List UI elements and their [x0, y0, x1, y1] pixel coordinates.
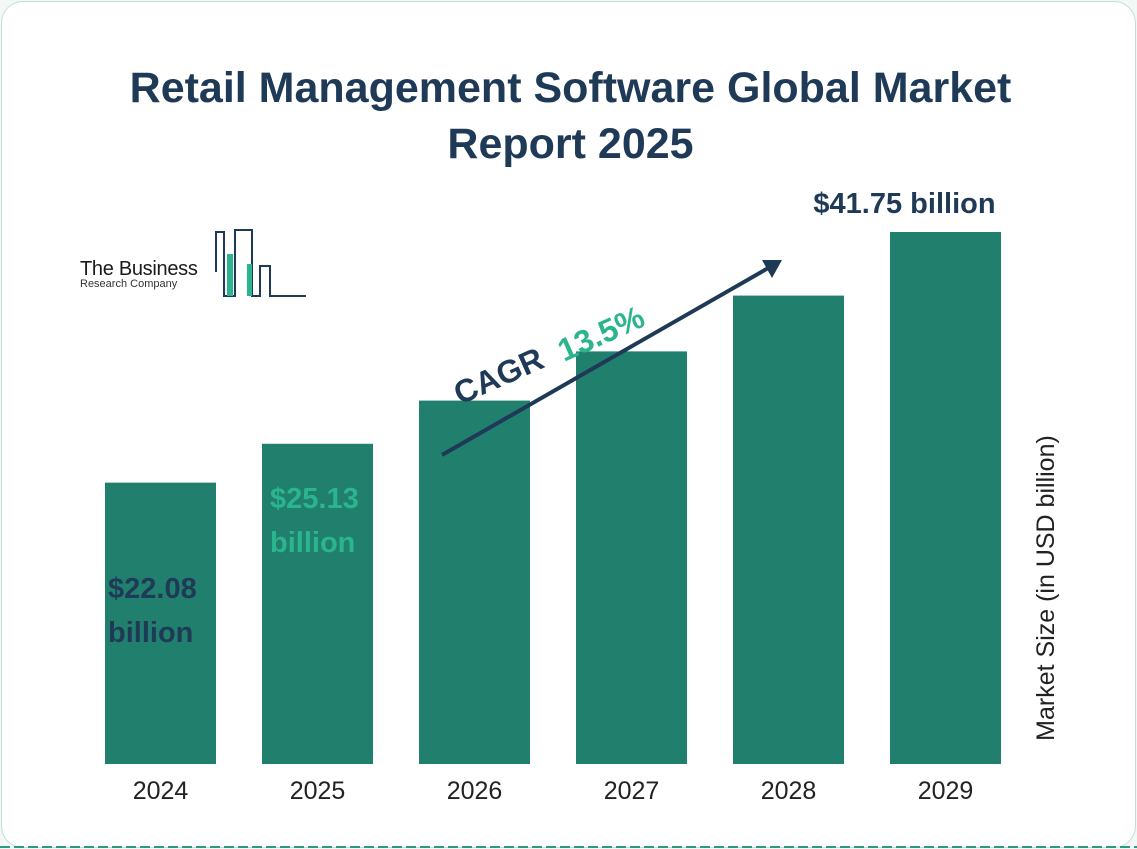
x-tick-label-2027: 2027: [604, 777, 660, 805]
bar-2028: [733, 295, 844, 764]
x-tick-label-2029: 2029: [918, 777, 974, 805]
chart-title-line-1: Retail Management Software Global Market: [129, 64, 1012, 112]
x-tick-label-2026: 2026: [447, 777, 503, 805]
data-label-2024-1: $22.08: [108, 573, 197, 605]
company-logo: The Business Research Company: [74, 226, 314, 302]
y-axis-label: Market Size (in USD billion): [1032, 435, 1060, 741]
logo-buildings-icon: [215, 229, 306, 297]
data-label-2025-1: $25.13: [270, 483, 359, 515]
bar-2027: [576, 351, 687, 764]
chart-title-line-2: Report 2025: [447, 120, 694, 168]
cagr-arrow-head: [762, 260, 782, 278]
bottom-dashed-border: [0, 846, 1137, 848]
data-label-2029: $41.75 billion: [813, 188, 995, 220]
bar-2024: [105, 482, 216, 764]
bar-2026: [419, 400, 530, 764]
data-label-2024-2: billion: [108, 617, 193, 649]
logo-line-1: The Business: [80, 258, 198, 280]
x-tick-label-2024: 2024: [133, 777, 189, 805]
cagr-arrow-line: [441, 265, 771, 457]
data-label-2025-2: billion: [270, 527, 355, 559]
bar-2025: [262, 443, 373, 764]
chart-title: Retail Management Software Global Market…: [42, 60, 1099, 172]
x-tick-label-2025: 2025: [290, 777, 346, 805]
bar-2029: [890, 232, 1001, 764]
logo-line-2: Research Company: [80, 278, 178, 290]
x-tick-label-2028: 2028: [761, 777, 817, 805]
